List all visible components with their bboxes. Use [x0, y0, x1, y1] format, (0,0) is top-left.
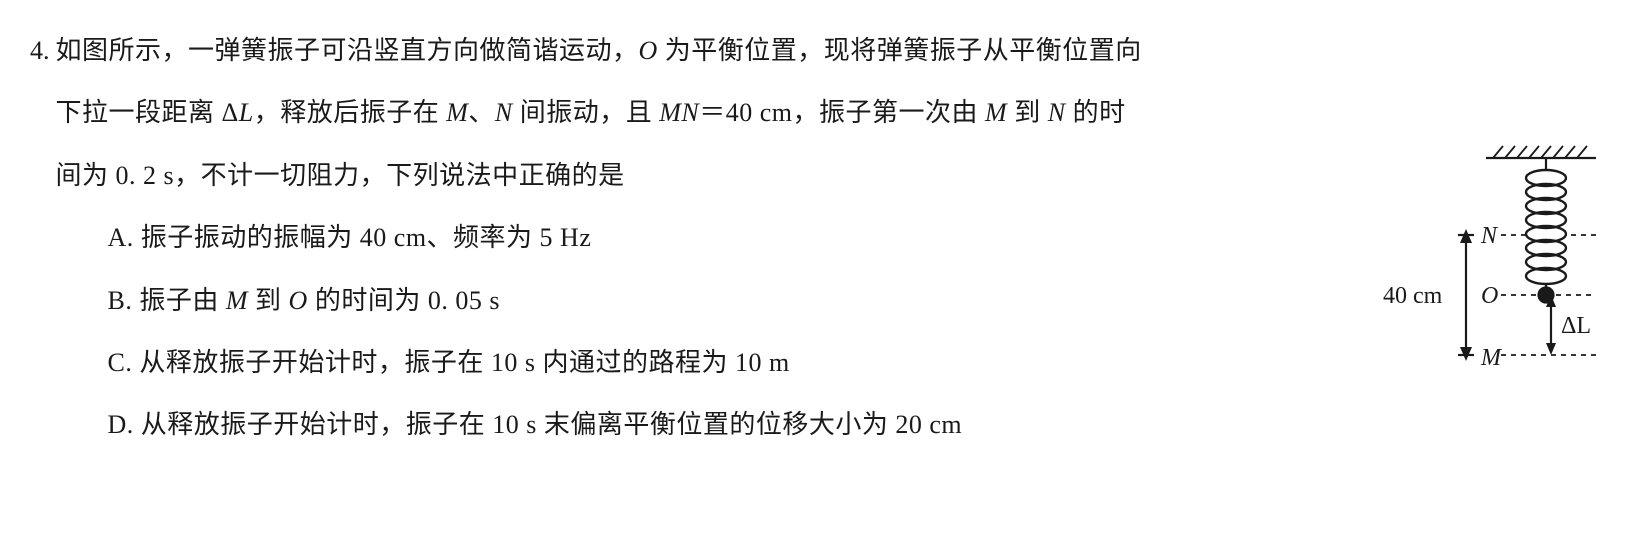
question-block: 4. 如图所示，一弹簧振子可沿竖直方向做简谐运动，O 为平衡位置，现将弹簧振子从…: [30, 20, 1601, 457]
question-content: 如图所示，一弹簧振子可沿竖直方向做简谐运动，O 为平衡位置，现将弹簧振子从平衡位…: [56, 20, 1602, 457]
label-n: N: [1480, 223, 1499, 249]
question-number: 4.: [30, 20, 50, 82]
option-a: A. 振子振动的振幅为 40 cm、频率为 5 Hz: [108, 207, 1362, 269]
spring-svg: N O M ΔL 40 cm: [1371, 140, 1601, 375]
options-block: A. 振子振动的振幅为 40 cm、频率为 5 Hz B. 振子由 M 到 O …: [56, 207, 1362, 457]
stem-line-1: 如图所示，一弹簧振子可沿竖直方向做简谐运动，O 为平衡位置，现将弹簧振子从平衡位…: [56, 20, 1362, 82]
spring-figure: N O M ΔL 40 cm: [1371, 140, 1601, 380]
label-m: M: [1480, 345, 1503, 371]
label-delta-l: ΔL: [1561, 313, 1591, 339]
stem-line-3: 间为 0. 2 s，不计一切阻力，下列说法中正确的是: [56, 145, 1362, 207]
question-text: 如图所示，一弹簧振子可沿竖直方向做简谐运动，O 为平衡位置，现将弹簧振子从平衡位…: [56, 20, 1362, 457]
stem-line-2: 下拉一段距离 ΔL，释放后振子在 M、N 间振动，且 MN＝40 cm，振子第一…: [56, 82, 1362, 144]
label-o: O: [1481, 283, 1498, 309]
option-b: B. 振子由 M 到 O 的时间为 0. 05 s: [108, 270, 1362, 332]
option-c: C. 从释放振子开始计时，振子在 10 s 内通过的路程为 10 m: [108, 332, 1362, 394]
option-d: D. 从释放振子开始计时，振子在 10 s 末偏离平衡位置的位移大小为 20 c…: [108, 394, 1362, 456]
label-40cm: 40 cm: [1383, 283, 1443, 309]
